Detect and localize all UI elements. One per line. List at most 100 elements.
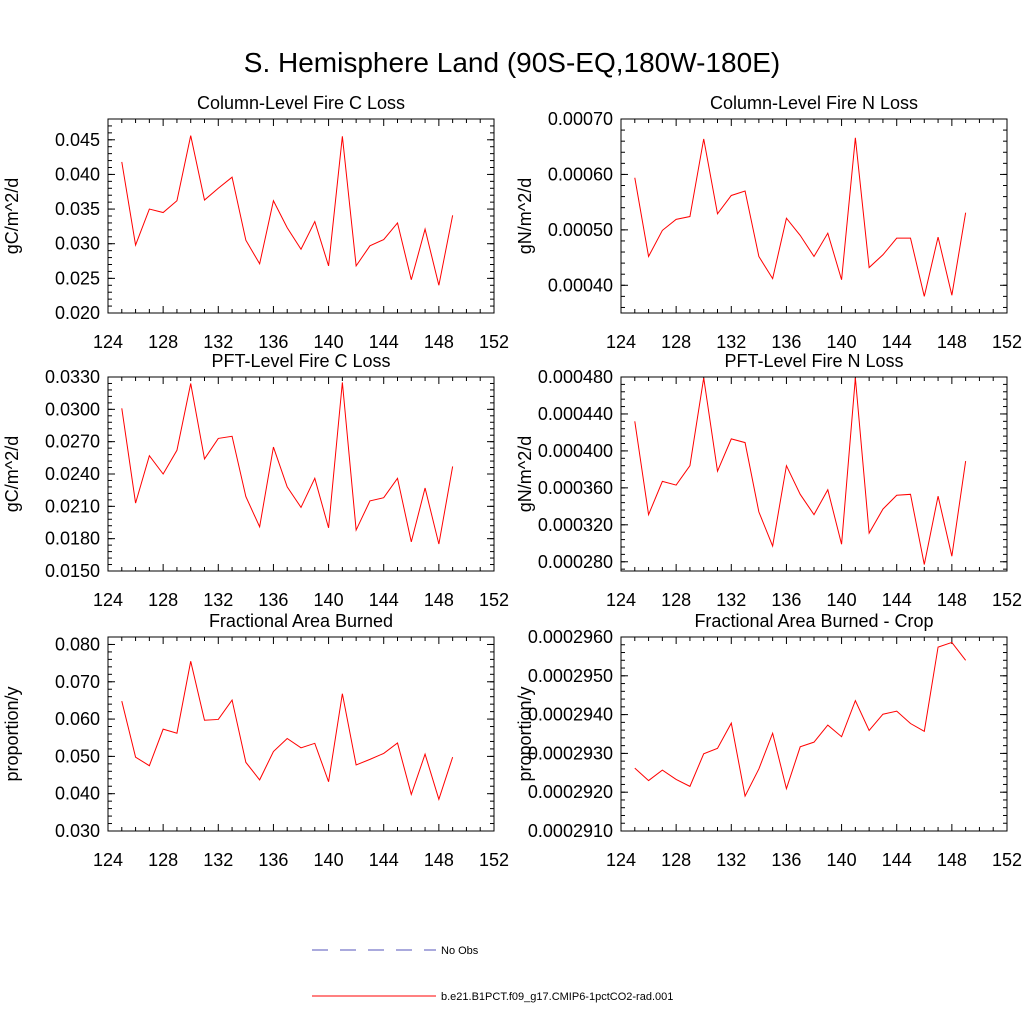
y-tick-label: 0.030 [55,234,100,254]
x-tick-label: 132 [716,332,746,352]
x-tick-label: 128 [661,850,691,870]
y-tick-label: 0.040 [55,164,100,184]
x-tick-label: 136 [771,590,801,610]
x-tick-label: 124 [93,850,123,870]
y-tick-label: 0.000400 [538,441,613,461]
x-tick-label: 136 [258,850,288,870]
y-tick-label: 0.020 [55,303,100,323]
y-tick-label: 0.045 [55,130,100,150]
x-tick-label: 152 [479,850,509,870]
x-tick-label: 128 [148,850,178,870]
x-tick-label: 140 [827,332,857,352]
x-tick-label: 132 [716,850,746,870]
series-line [121,661,454,801]
panel-6: Fractional Area Burned - Crop proportion/… [515,611,1022,870]
x-tick-label: 144 [369,850,399,870]
x-tick-label: 128 [661,590,691,610]
x-tick-label: 152 [479,590,509,610]
x-tick-label: 128 [148,590,178,610]
y-tick-label: 0.000360 [538,478,613,498]
x-tick-label: 132 [716,590,746,610]
series-line [634,641,967,798]
panel-title: PFT-Level Fire C Loss [211,351,390,371]
plot-frame [620,636,1008,832]
x-tick-label: 132 [203,850,233,870]
x-tick-label: 140 [314,332,344,352]
x-tick-label: 140 [827,590,857,610]
y-tick-label: 0.0180 [45,529,100,549]
x-tick-label: 124 [606,590,636,610]
y-axis-label: gN/m^2/d [515,436,535,512]
x-tick-label: 148 [937,332,967,352]
x-tick-label: 148 [937,590,967,610]
x-tick-label: 140 [827,850,857,870]
x-tick-label: 132 [203,590,233,610]
x-tick-label: 152 [992,332,1022,352]
y-tick-label: 0.000320 [538,515,613,535]
y-tick-label: 0.00060 [548,164,613,184]
x-tick-label: 124 [606,332,636,352]
x-tick-label: 136 [258,590,288,610]
x-tick-label: 144 [882,590,912,610]
y-tick-label: 0.0210 [45,496,100,516]
y-tick-label: 0.0270 [45,432,100,452]
y-axis-label: proportion/y [515,686,535,781]
x-tick-label: 136 [771,850,801,870]
legend: No Obs b.e21.B1PCT.f09_g17.CMIP6-1pctCO2… [312,945,673,1003]
panel-2: Column-Level Fire N Loss gN/m^2/d 124 128 13… [515,93,1022,352]
x-tick-label: 144 [882,850,912,870]
y-tick-label: 0.0002920 [528,782,613,802]
y-tick-label: 0.0002960 [528,627,613,647]
y-tick-label: 0.0330 [45,367,100,387]
series-line [634,137,967,297]
x-tick-label: 136 [258,332,288,352]
x-tick-label: 136 [771,332,801,352]
plot-frame [107,376,495,572]
x-tick-label: 128 [661,332,691,352]
y-tick-label: 0.0150 [45,561,100,581]
x-tick-label: 144 [369,332,399,352]
panel-5: Fractional Area Burned proportion/y 124 128… [2,611,509,870]
y-tick-label: 0.000480 [538,367,613,387]
x-tick-label: 152 [479,332,509,352]
x-tick-label: 132 [203,332,233,352]
y-tick-label: 0.030 [55,821,100,841]
panel-title: PFT-Level Fire N Loss [724,351,903,371]
plot-frame [620,376,1008,572]
legend-model-label: b.e21.B1PCT.f09_g17.CMIP6-1pctCO2-rad.00… [441,991,673,1003]
x-tick-label: 148 [424,590,454,610]
panel-title: Fractional Area Burned [209,611,393,631]
x-tick-label: 124 [606,850,636,870]
y-tick-label: 0.0240 [45,464,100,484]
panel-title: Fractional Area Burned - Crop [694,611,933,631]
y-axis-label: gC/m^2/d [2,436,22,512]
plot-frame [107,118,495,314]
x-tick-label: 140 [314,850,344,870]
y-axis-label: gC/m^2/d [2,178,22,254]
y-tick-label: 0.00040 [548,275,613,295]
series-line [121,382,454,545]
x-tick-label: 124 [93,590,123,610]
y-tick-label: 0.000280 [538,552,613,572]
y-tick-label: 0.0002910 [528,821,613,841]
y-tick-label: 0.0002940 [528,705,613,725]
y-tick-label: 0.050 [55,746,100,766]
y-tick-label: 0.00070 [548,109,613,129]
x-tick-label: 124 [93,332,123,352]
x-tick-label: 148 [424,332,454,352]
y-tick-label: 0.070 [55,672,100,692]
legend-obs-label: No Obs [441,945,479,957]
panel-1: Column-Level Fire C Loss gC/m^2/d 124 128 13… [2,93,509,352]
x-tick-label: 148 [424,850,454,870]
y-tick-label: 0.060 [55,709,100,729]
y-tick-label: 0.035 [55,199,100,219]
x-tick-label: 140 [314,590,344,610]
y-tick-label: 0.0002950 [528,666,613,686]
panel-3: PFT-Level Fire C Loss gC/m^2/d 124 128 132 13… [2,351,509,610]
x-tick-label: 128 [148,332,178,352]
y-tick-label: 0.0300 [45,399,100,419]
x-tick-label: 148 [937,850,967,870]
y-tick-label: 0.000440 [538,404,613,424]
series-line [634,377,967,565]
